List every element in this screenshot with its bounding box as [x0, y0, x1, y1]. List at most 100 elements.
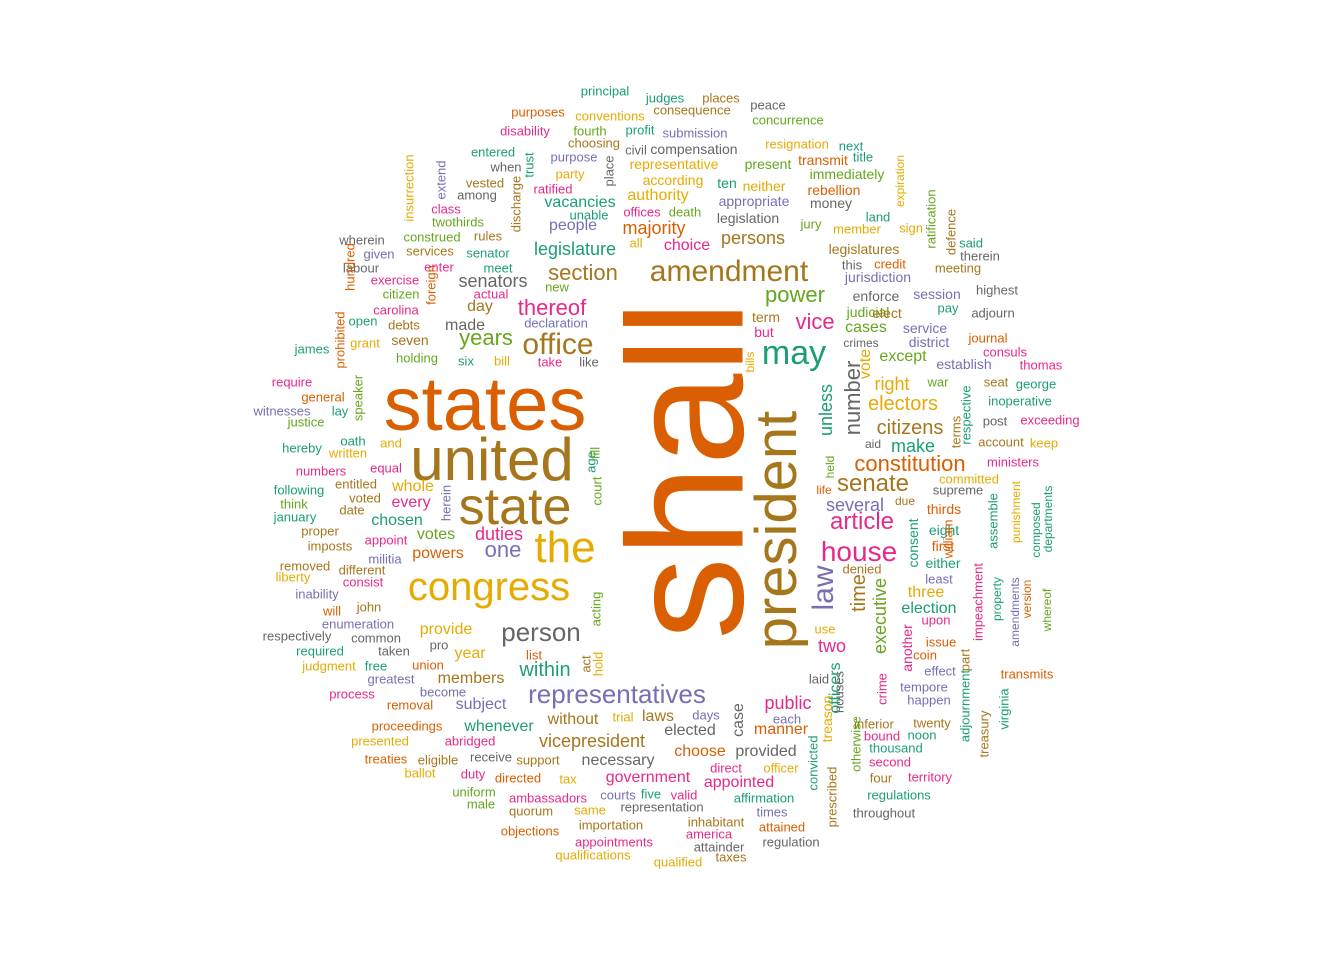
- word-noon: noon: [907, 727, 937, 743]
- word-hold: hold: [590, 651, 606, 677]
- word-use: use: [814, 621, 836, 637]
- word-thereof: thereof: [517, 295, 587, 320]
- word-term: term: [752, 309, 780, 325]
- word-inoperative: inoperative: [988, 393, 1052, 409]
- word-duties: duties: [474, 524, 524, 544]
- word-effect: effect: [924, 663, 956, 679]
- word-houses: houses: [831, 671, 847, 713]
- word-thousand: thousand: [869, 740, 923, 756]
- word-said: said: [959, 235, 983, 251]
- word-quorum: quorum: [508, 803, 554, 819]
- word-but: but: [754, 324, 774, 340]
- word-enter: enter: [424, 259, 454, 275]
- word-liberty: liberty: [275, 569, 311, 585]
- word-trust: trust: [521, 152, 537, 178]
- word-equal: equal: [370, 460, 402, 476]
- word-discharge: discharge: [508, 175, 524, 233]
- word-george: george: [1015, 376, 1057, 392]
- word-year: year: [454, 645, 486, 662]
- word-taken: taken: [378, 643, 410, 659]
- word-provide: provide: [419, 621, 473, 638]
- word-exercise: exercise: [370, 272, 420, 288]
- word-pay: pay: [937, 300, 959, 316]
- word-part: part: [957, 648, 973, 672]
- word-committed: committed: [939, 471, 999, 487]
- word-justice: justice: [287, 414, 325, 430]
- word-uniform: uniform: [452, 784, 496, 800]
- word-first: first: [931, 538, 955, 554]
- word-constitution: constitution: [854, 451, 966, 476]
- word-day: day: [467, 298, 493, 315]
- word-submission: submission: [662, 125, 728, 141]
- word-election: election: [901, 600, 957, 617]
- word-power: power: [765, 282, 825, 307]
- word-due: due: [894, 494, 916, 508]
- word-legislatures: legislatures: [828, 241, 900, 257]
- word-choose: choose: [674, 743, 726, 760]
- word-powers: powers: [412, 545, 464, 562]
- word-highest: highest: [976, 282, 1018, 298]
- word-section: section: [548, 260, 618, 285]
- word-adjourn: adjourn: [971, 305, 1015, 321]
- word-necessary: necessary: [581, 752, 655, 769]
- word-class: class: [431, 201, 461, 217]
- word-carolina: carolina: [373, 302, 419, 318]
- word-prescribed: prescribed: [824, 766, 840, 828]
- word-ballot: ballot: [404, 765, 436, 781]
- word-treasury: treasury: [976, 710, 992, 758]
- word-ministers: ministers: [986, 454, 1040, 470]
- word-eligible: eligible: [417, 752, 459, 768]
- word-otherwise: otherwise: [848, 716, 864, 772]
- word-elected: elected: [664, 722, 716, 739]
- word-two: two: [817, 636, 847, 656]
- word-whenever: whenever: [464, 718, 534, 735]
- word-general: general: [301, 389, 345, 405]
- word-inhabitant: inhabitant: [687, 814, 745, 830]
- word-choice: choice: [663, 237, 711, 254]
- word-different: different: [338, 562, 386, 578]
- word-next: next: [838, 138, 864, 154]
- word-service: service: [902, 320, 948, 336]
- word-appointments: appointments: [574, 834, 654, 850]
- word-new: new: [545, 279, 569, 295]
- word-regulations: regulations: [867, 787, 931, 803]
- word-crime: crime: [874, 673, 890, 705]
- word-bills: bills: [743, 351, 757, 373]
- word-least: least: [925, 571, 953, 587]
- word-numbers: numbers: [295, 463, 347, 479]
- word-same: same: [574, 802, 606, 818]
- word-actual: actual: [473, 286, 509, 302]
- word-establish: establish: [936, 356, 992, 372]
- word-according: according: [642, 172, 704, 188]
- word-foreign: foreign: [423, 265, 439, 305]
- word-union: union: [412, 657, 444, 673]
- word-holding: holding: [396, 350, 438, 366]
- word-united: united: [410, 426, 574, 493]
- word-oath: oath: [340, 433, 366, 449]
- word-senator: senator: [466, 245, 510, 261]
- word-persons: persons: [720, 228, 786, 248]
- word-six: six: [458, 353, 474, 369]
- word-eight: eight: [928, 522, 960, 538]
- word-like: like: [579, 354, 599, 370]
- word-fill: fill: [587, 446, 603, 460]
- word-insurrection: insurrection: [401, 154, 417, 222]
- word-ratification: ratification: [923, 189, 939, 249]
- word-laid: laid: [808, 671, 830, 687]
- word-upon: upon: [921, 612, 951, 628]
- word-hundred: hundred: [342, 243, 358, 291]
- word-courts: courts: [600, 787, 636, 803]
- word-grant: grant: [350, 335, 380, 351]
- word-militia: militia: [368, 551, 402, 567]
- word-land: land: [865, 209, 891, 225]
- word-terms: terms: [948, 415, 964, 449]
- word-senators: senators: [458, 271, 528, 291]
- word-william: william: [940, 519, 956, 559]
- word-several: several: [825, 495, 885, 515]
- word-case: case: [730, 703, 747, 737]
- word-declaration: declaration: [524, 315, 588, 331]
- word-date: date: [339, 502, 365, 518]
- word-duty: duty: [460, 766, 486, 782]
- word-session: session: [913, 286, 961, 302]
- word-attainder: attainder: [693, 839, 745, 855]
